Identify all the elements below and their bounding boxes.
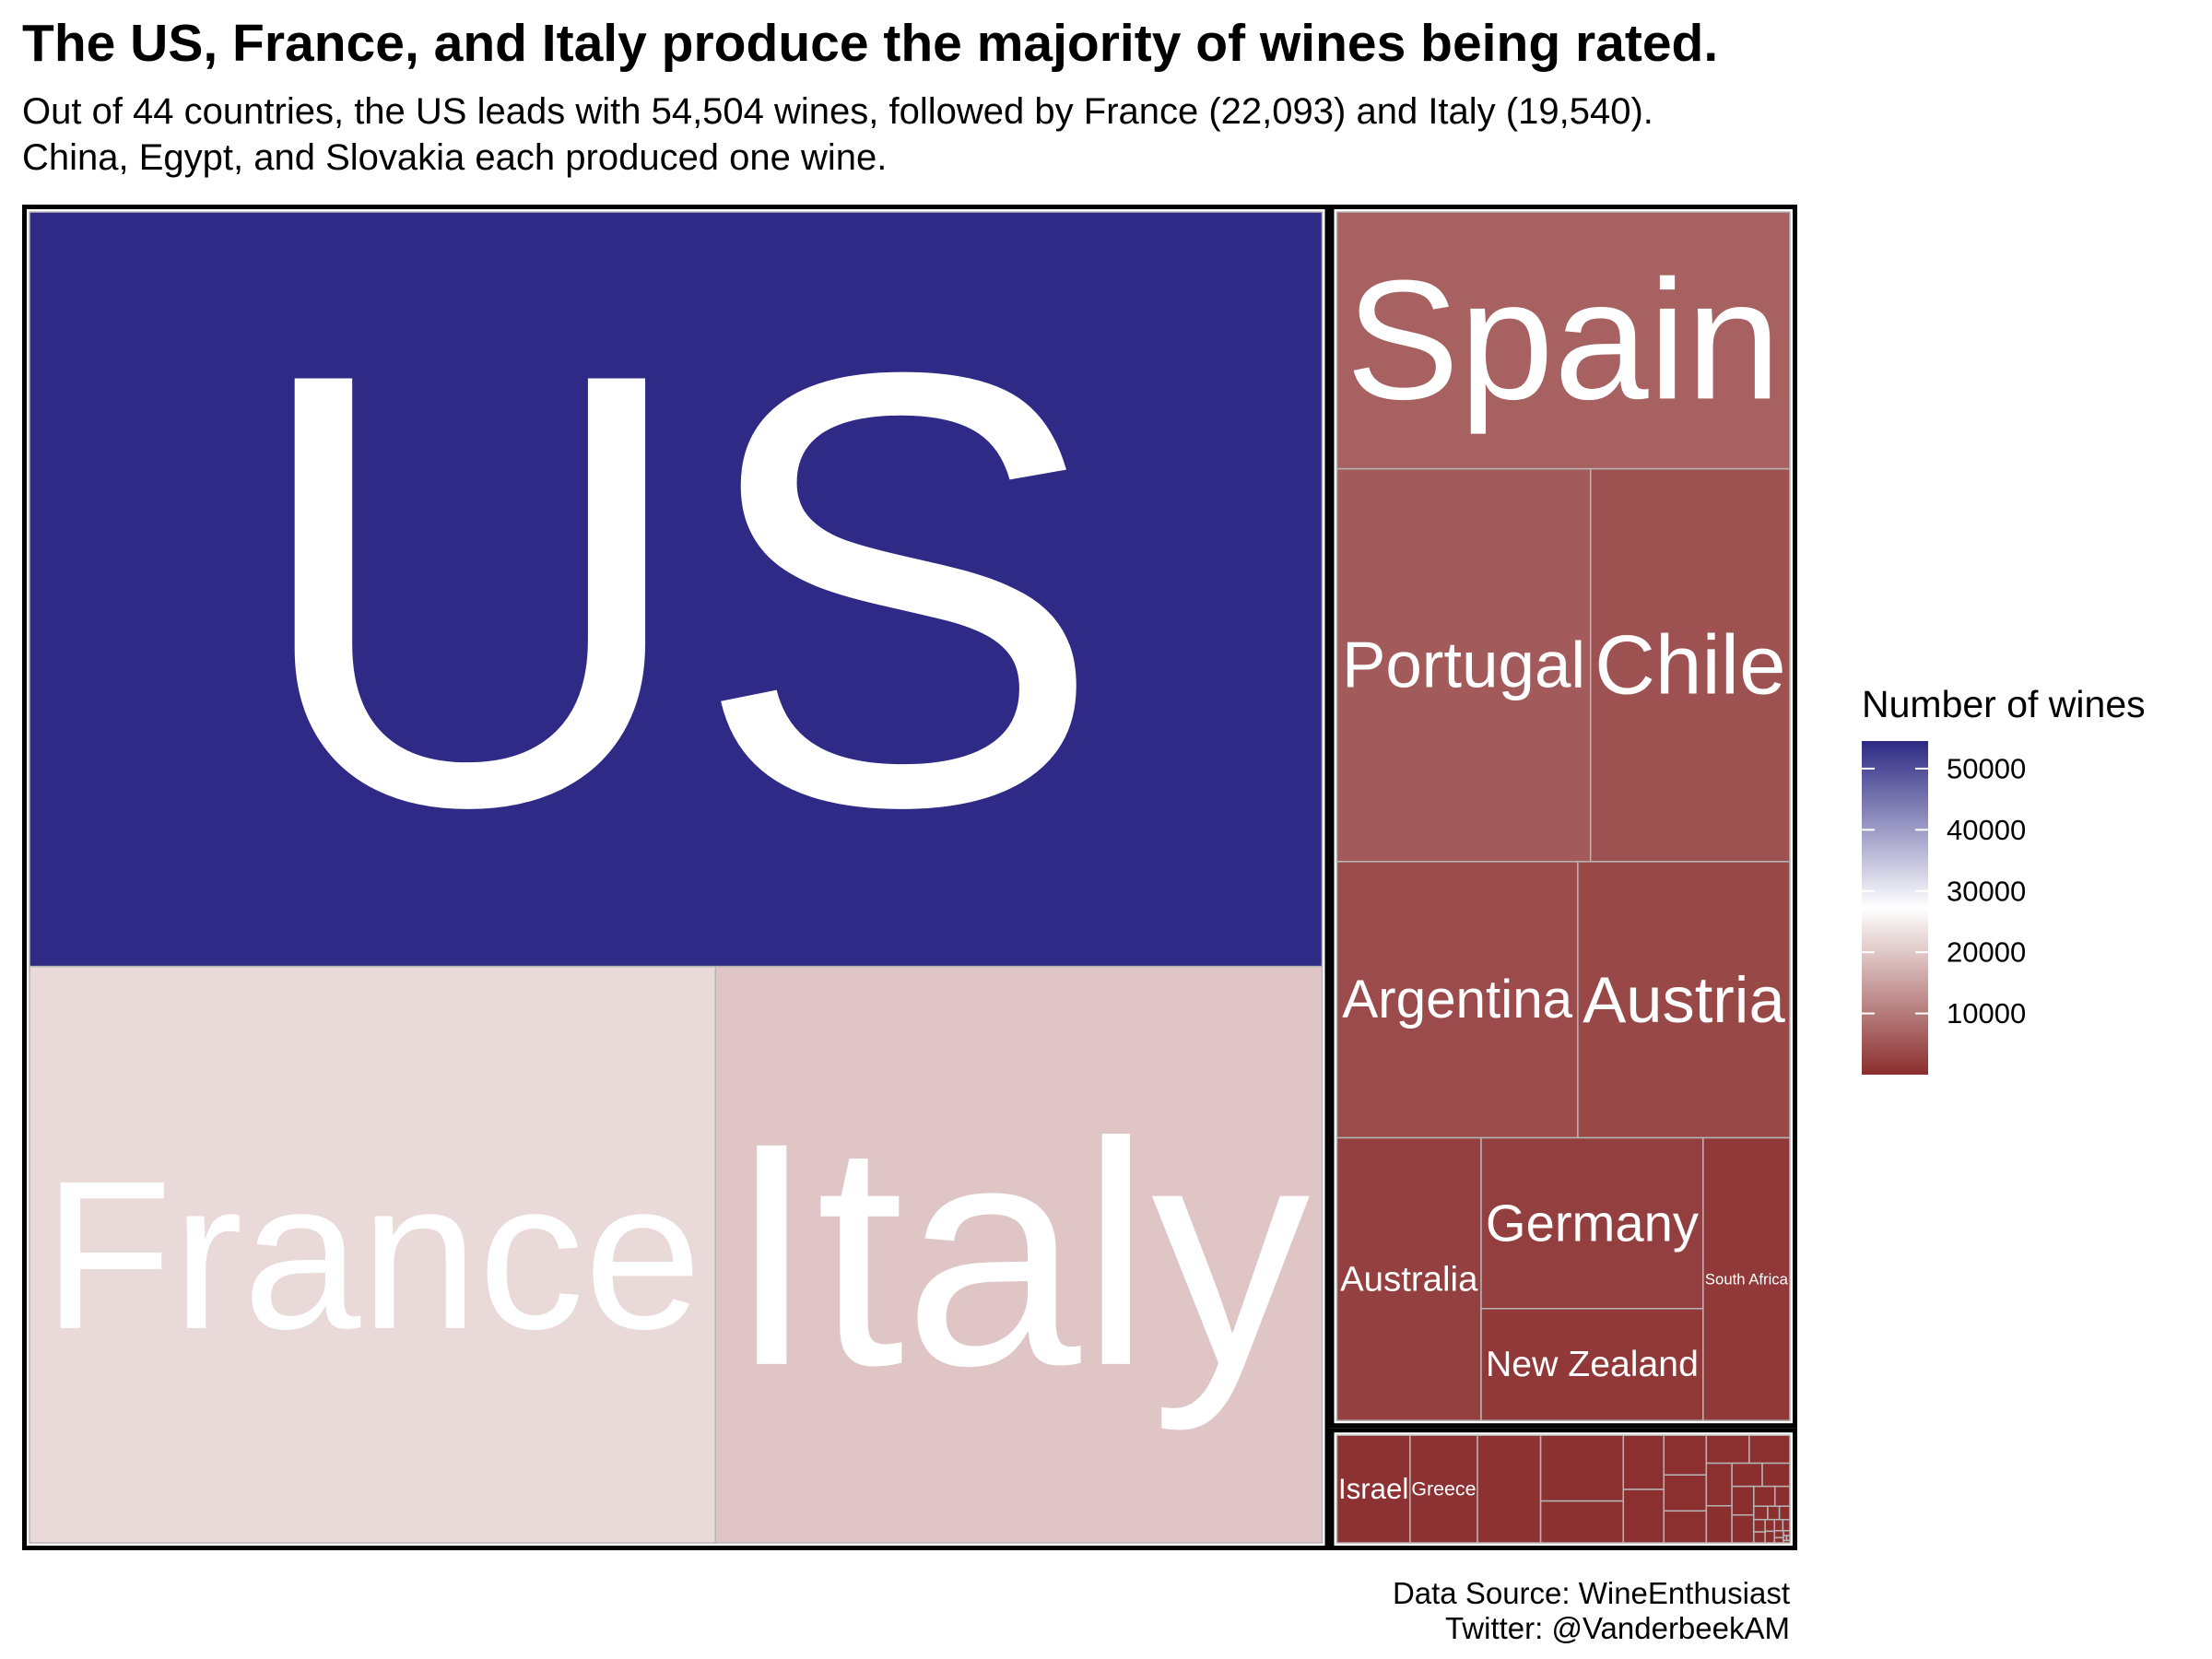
tile-group3-5 (1539, 1500, 1625, 1544)
group-borders (22, 205, 1798, 1550)
tile-group3-6 (1622, 1434, 1665, 1490)
tile-argentina (1335, 861, 1579, 1139)
tile-spain (1335, 211, 1791, 470)
tile-label-greece: Greece (1411, 1478, 1476, 1500)
tile-group3-19 (1753, 1485, 1776, 1507)
data-source-caption: Data Source: WineEnthusiast (1392, 1576, 1790, 1610)
tile-group3-9 (1663, 1474, 1708, 1512)
tile-germany (1480, 1136, 1704, 1310)
tile-label-germany: Germany (1486, 1194, 1699, 1253)
tile-group3-16 (1761, 1462, 1791, 1488)
tile-italy (714, 965, 1324, 1544)
legend-tick-label: 20000 (1947, 936, 2026, 969)
tile-group3-7 (1622, 1488, 1665, 1544)
group-border-1 (22, 205, 1330, 1550)
tile-group3-26 (1764, 1518, 1776, 1533)
group-border-3 (1329, 1428, 1798, 1550)
tile-us (29, 211, 1324, 968)
tile-portugal (1335, 467, 1592, 863)
tile-group3-4 (1539, 1434, 1625, 1502)
group-border-2 (1329, 205, 1798, 1429)
subtitle-line-2: China, Egypt, and Slovakia each produced… (22, 137, 888, 178)
tile-group3-29 (1782, 1518, 1791, 1532)
tile-israel (1335, 1434, 1411, 1544)
tile-greece (1409, 1434, 1478, 1544)
tile-label-austria: Austria (1583, 963, 1785, 1036)
tile-group3-34 (1785, 1535, 1791, 1542)
tile-australia (1335, 1136, 1482, 1421)
tile-group3-30 (1773, 1530, 1784, 1539)
treemap-tiles (29, 211, 1791, 1544)
tile-group3-22 (1767, 1505, 1781, 1521)
tile-group3-32 (1783, 1530, 1791, 1536)
legend-ticks: 10000 20000 30000 40000 50000 (1862, 752, 2026, 1030)
tile-group3-23 (1778, 1505, 1791, 1521)
tile-group3-15 (1731, 1462, 1763, 1488)
legend-tick-label: 40000 (1947, 814, 2026, 846)
twitter-caption: Twitter: @VanderbeekAM (1444, 1611, 1790, 1645)
tile-group3-21 (1753, 1505, 1769, 1521)
tile-group3-24 (1753, 1518, 1766, 1533)
tile-label-israel: Israel (1338, 1473, 1408, 1505)
tile-group3-17 (1731, 1485, 1755, 1516)
tile-group3-12 (1748, 1434, 1791, 1465)
tile-france (29, 965, 717, 1544)
tile-group3-18 (1731, 1513, 1755, 1544)
tile-label-us: US (247, 244, 1104, 934)
tile-label-france: France (43, 1136, 702, 1373)
tile-group3-8 (1663, 1434, 1708, 1477)
tile-label-new-zealand: New Zealand (1486, 1345, 1699, 1384)
tile-group3-3 (1477, 1434, 1542, 1544)
tile-south-africa (1702, 1136, 1791, 1421)
tile-group3-31 (1773, 1536, 1784, 1544)
chart-subtitle: Out of 44 countries, the US leads with 5… (22, 88, 1653, 181)
tile-chile (1589, 467, 1791, 863)
tile-label-argentina: Argentina (1342, 970, 1572, 1030)
tile-label-australia: Australia (1340, 1259, 1478, 1299)
legend-color-bar (1862, 741, 1928, 1075)
tile-group3-35 (1783, 1539, 1791, 1544)
tile-group3-10 (1663, 1510, 1708, 1544)
legend-tick-label: 50000 (1947, 752, 2026, 784)
legend-tick-label: 10000 (1947, 997, 2026, 1030)
tile-label-italy: Italy (727, 1077, 1310, 1433)
subtitle-line-1: Out of 44 countries, the US leads with 5… (22, 91, 1653, 132)
legend-title: Number of wines (1862, 683, 2146, 725)
tile-group3-28 (1773, 1518, 1784, 1532)
chart-title: The US, France, and Italy produce the ma… (22, 14, 1719, 73)
tile-label-south-africa: South Africa (1705, 1270, 1789, 1288)
tile-group3-14 (1705, 1505, 1733, 1544)
tile-group3-27 (1764, 1530, 1776, 1544)
tile-group3-13 (1705, 1462, 1733, 1507)
legend-tick-label: 30000 (1947, 875, 2026, 907)
tile-group3-20 (1774, 1485, 1791, 1507)
tile-group3-11 (1705, 1434, 1750, 1465)
color-legend: Number of wines 10000 20000 30000 40000 5000… (1862, 683, 2146, 1075)
tile-austria (1577, 861, 1791, 1139)
tile-new-zealand (1480, 1308, 1704, 1421)
tile-label-spain: Spain (1346, 245, 1781, 435)
tile-label-chile: Chile (1594, 618, 1786, 712)
tile-group3-25 (1753, 1531, 1766, 1544)
treemap-labels: US France Italy Spain Portugal Chile Argentina… (43, 244, 1789, 1505)
tile-label-portugal: Portugal (1342, 629, 1585, 701)
